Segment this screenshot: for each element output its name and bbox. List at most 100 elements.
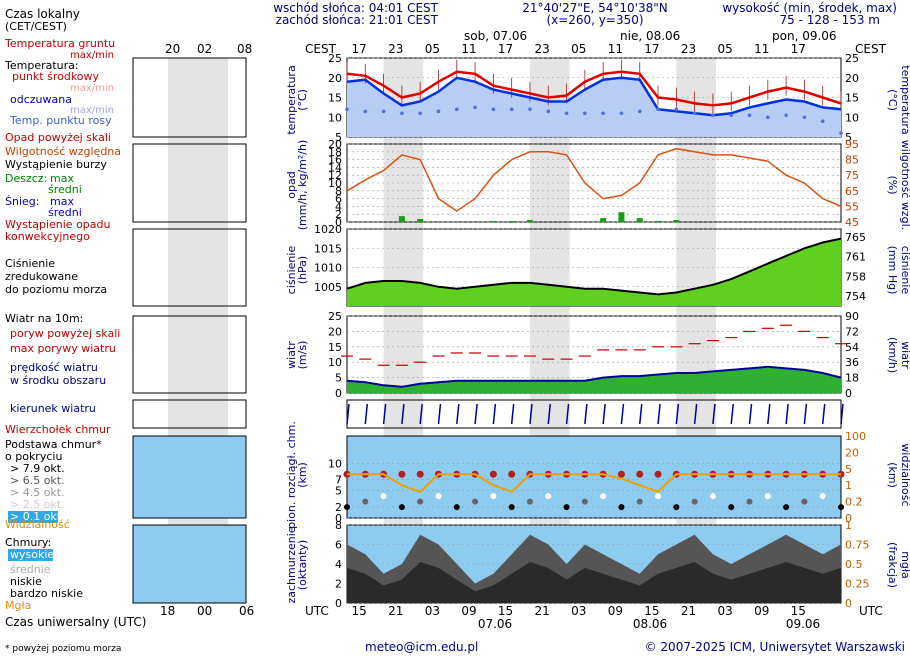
axis-pressure: ciśnienie — [285, 246, 298, 295]
dew-point-dot — [747, 113, 752, 118]
wind-arrow — [456, 403, 460, 425]
visibility-right-tick: 0.2 — [845, 496, 863, 509]
cloud-left-tick: 0 — [335, 512, 342, 525]
dew-point-dot — [509, 107, 514, 112]
cloud-top-dot — [398, 470, 406, 478]
legend-okt-5: > 0.1 okt. — [10, 510, 65, 523]
top-hour-tick: 23 — [681, 42, 696, 56]
wind-arrow — [565, 403, 570, 425]
bottom-hour-tick: 15 — [791, 604, 806, 618]
dew-point-dot — [345, 107, 349, 112]
top-hour-tick: 05 — [717, 42, 732, 56]
legend-cloud-base: Podstawa chmur* — [5, 438, 102, 451]
legend-feels-like-sub: max/min — [70, 105, 114, 116]
legend-humidity: Wilgotność względna — [5, 145, 121, 158]
temp-left-tick: 15 — [328, 92, 342, 105]
cover-left-tick: 0 — [335, 597, 342, 610]
rain-bar — [618, 212, 625, 222]
wind-left-tick: 20 — [328, 325, 342, 338]
pressure-area — [347, 238, 841, 306]
cloud-base-dot — [435, 493, 442, 500]
dew-point-dot — [454, 107, 459, 112]
pressure-line — [346, 237, 842, 296]
legend-okt-1: > 7.9 okt. — [10, 462, 65, 475]
bottom-hour-tick: 09 — [608, 604, 623, 618]
legend-feels-like: odczuwana — [10, 93, 72, 106]
altitude-title: wysokość (min, środek, max) — [722, 1, 897, 15]
legend-footnote: * powyżej poziomu morza — [5, 644, 121, 654]
legend-dew-point: Temp. punktu rosy — [9, 114, 112, 127]
cloud-base-dot — [691, 498, 698, 505]
wind-arrow — [803, 403, 808, 425]
local-time-tz: (CET/CEST) — [5, 20, 67, 33]
mmhg-right-tick: 761 — [845, 251, 866, 264]
legend-hour-00: 00 — [197, 604, 212, 618]
legend-soil-temp: Temperatura gruntu — [4, 37, 115, 50]
cloud-top-dot — [508, 470, 516, 478]
feels-like-line — [346, 76, 842, 117]
mmhg-right-tick: 754 — [845, 290, 866, 303]
footer-email[interactable]: meteo@icm.edu.pl — [365, 640, 478, 654]
legend-okt-2: > 6.5 okt. — [10, 474, 65, 487]
precip-left-tick: 10 — [328, 177, 342, 190]
visibility-right-tick: 1 — [845, 479, 852, 492]
wind-arrow — [346, 403, 350, 425]
kmh-right-tick: 54 — [845, 341, 859, 354]
top-hour-tick: 05 — [425, 42, 440, 56]
panel-dir — [346, 399, 842, 429]
precip-left-tick: 20 — [328, 138, 342, 151]
dew-point-dot — [546, 109, 551, 114]
legend-pressure3: do poziomu morza — [5, 283, 107, 296]
cloud-base-dot — [526, 498, 533, 505]
legend-panel-press — [132, 228, 247, 307]
cloud-base-dot — [490, 493, 497, 500]
wind-arrow — [364, 403, 369, 425]
press-left-tick: 1015 — [314, 242, 342, 255]
axis-fraction: (frakcja) — [886, 542, 899, 588]
cest-label-right: CEST — [855, 42, 887, 56]
kmh-right-tick: 18 — [845, 372, 859, 385]
humidity-line — [346, 147, 842, 213]
legend-hour-02: 02 — [197, 42, 212, 56]
dew-point-dot — [418, 111, 422, 116]
legend-cloud-top: Wierzchołek chmur — [5, 423, 111, 436]
axis-fog: mgła — [899, 551, 910, 579]
top-hour-tick: 11 — [754, 42, 769, 56]
low-cloud-area — [347, 562, 841, 603]
temp-right-tick: 10 — [845, 111, 859, 124]
bottom-hour-tick: 09 — [461, 604, 476, 618]
dew-point-dot — [711, 113, 715, 118]
legend-precip-above: Opad powyżej skali — [5, 131, 111, 144]
fog-right-tick: 0 — [845, 597, 852, 610]
cover-left-tick: 8 — [335, 519, 342, 532]
legend-okt-4: > 2.5 okt. — [10, 498, 65, 511]
precip-left-tick: 18 — [328, 146, 342, 159]
axis-cloud-range: pion. rozciągł. chm. — [285, 421, 298, 529]
bottom-hour-tick: 03 — [571, 604, 586, 618]
legend-temperature: Temperatura: — [4, 59, 79, 72]
legend-mid-point: punkt środkowy — [12, 70, 100, 83]
legend-wind10: Wiatr na 10m: — [5, 312, 83, 325]
cloud-left-tick: 7 — [335, 474, 342, 487]
fog-right-tick: 0.25 — [845, 578, 870, 591]
visibility-line — [347, 473, 841, 493]
legend-panel-wind — [132, 315, 247, 394]
dew-point-dot — [564, 111, 569, 116]
legend-snow: Śnieg: — [5, 195, 39, 208]
humidity-right-tick: 95 — [845, 138, 859, 151]
temp-right-tick: 20 — [845, 72, 859, 85]
wind-left-tick: 0 — [335, 387, 342, 400]
wind-arrow — [821, 403, 826, 425]
dew-point-dot — [436, 109, 441, 114]
legend-visibility: Widzialność — [5, 518, 70, 531]
location: 21°40'27"E, 54°10'38"N — [522, 1, 667, 15]
cloud-base-dot — [636, 498, 643, 505]
wind-arrow — [748, 403, 753, 425]
cloud-base-dot — [508, 504, 515, 511]
top-hour-tick: 23 — [388, 42, 403, 56]
cest-label-left: CEST — [305, 42, 337, 56]
legend-convective2: konwekcyjnego — [5, 230, 90, 243]
wind-arrow — [767, 403, 771, 425]
legend-mid-point-sub: max/min — [70, 83, 114, 94]
